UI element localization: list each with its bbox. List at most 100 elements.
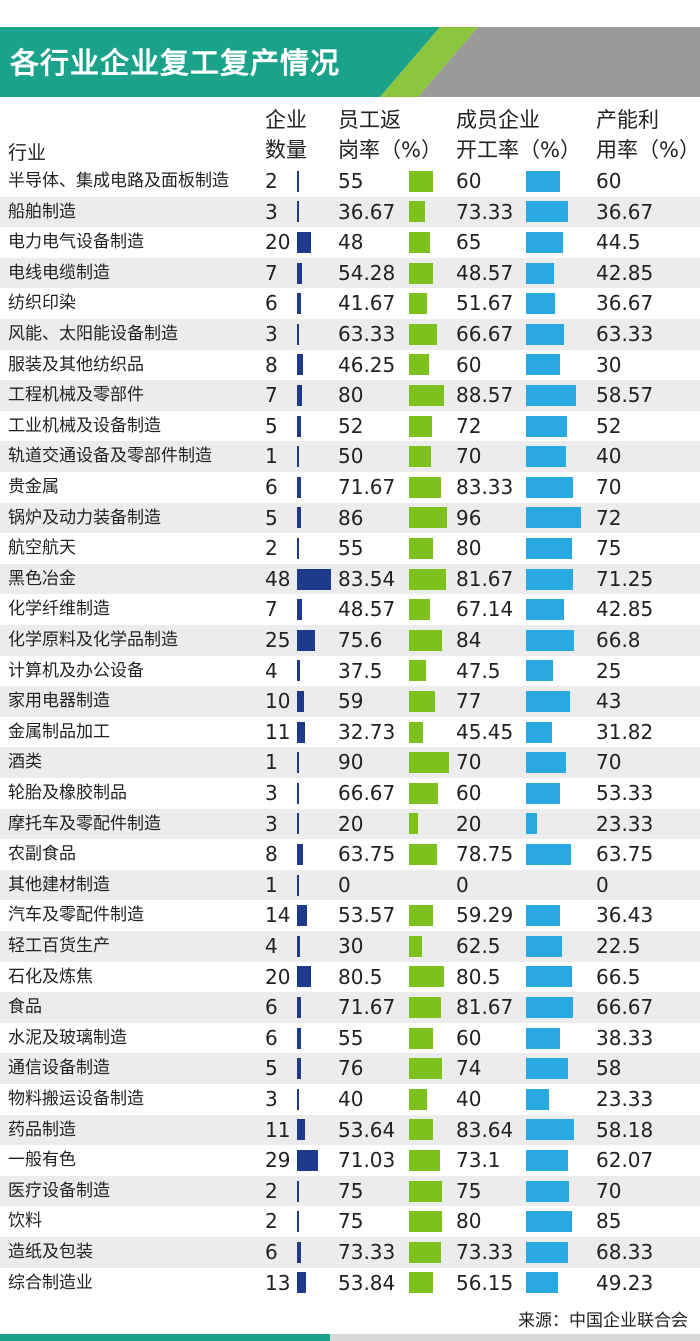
return-rate-bar <box>409 1149 441 1171</box>
industry-name: 服装及其他纺织品 <box>8 354 144 375</box>
capacity-value: 36.67 <box>596 291 654 316</box>
count-bar <box>297 1058 301 1080</box>
capacity-value: 22.5 <box>596 934 641 958</box>
industry-name: 医疗设备制造 <box>8 1180 110 1201</box>
company-count: 10 <box>265 689 291 714</box>
table-row: 汽车及零配件制造 14 53.57 59.29 36.43 <box>0 900 700 931</box>
header-capacity-line1: 产能利 <box>596 108 659 132</box>
company-count: 6 <box>265 1240 278 1264</box>
banner-teal-band <box>0 27 440 97</box>
industry-name: 贵金属 <box>8 477 59 497</box>
capacity-value: 70 <box>596 1178 622 1203</box>
capacity-value: 53.33 <box>596 781 654 805</box>
return-rate-value: 37.5 <box>338 658 383 683</box>
capacity-value: 66.5 <box>596 964 641 989</box>
start-rate-bar <box>526 262 554 284</box>
company-count: 20 <box>265 230 291 255</box>
return-rate-value: 83.54 <box>338 566 396 591</box>
header-return-line1: 员工返 <box>338 108 401 132</box>
return-rate-value: 71.03 <box>338 1148 396 1173</box>
start-rate-bar <box>526 690 570 712</box>
start-rate-value: 72 <box>456 413 482 438</box>
count-bar <box>297 874 299 896</box>
count-bar <box>297 446 299 468</box>
return-rate-value: 55 <box>338 536 364 561</box>
start-rate-bar <box>526 446 566 468</box>
company-count: 6 <box>265 291 278 316</box>
company-count: 3 <box>265 811 278 836</box>
table-row: 船舶制造 3 36.67 73.33 36.67 <box>0 196 700 228</box>
start-rate-value: 59.29 <box>456 903 514 928</box>
industry-name: 黑色冶金 <box>8 568 76 589</box>
start-rate-value: 47.5 <box>456 658 501 683</box>
table-row: 摩托车及零配件制造 3 20 20 23.33 <box>0 808 700 840</box>
count-bar <box>297 966 312 988</box>
start-rate-bar <box>526 1180 569 1202</box>
footer-gray <box>330 1334 700 1341</box>
start-rate-bar <box>526 1272 558 1294</box>
return-rate-value: 53.84 <box>338 1270 396 1295</box>
return-rate-value: 80 <box>338 383 364 408</box>
table-row: 化学纤维制造 7 48.57 67.14 42.85 <box>0 594 700 625</box>
capacity-value: 36.67 <box>596 199 654 224</box>
count-bar <box>297 1027 302 1049</box>
count-bar <box>297 262 302 284</box>
table-row: 工程机械及零部件 7 80 88.57 58.57 <box>0 380 700 411</box>
title-banner: 各行业企业复工复产情况 <box>0 0 700 100</box>
company-count: 14 <box>265 903 291 928</box>
industry-name: 物料搬运设备制造 <box>8 1089 144 1109</box>
header-start-line2: 开工率（%） <box>456 138 581 162</box>
start-rate-bar <box>526 231 564 253</box>
capacity-value: 62.07 <box>596 1148 654 1173</box>
company-count: 2 <box>265 1209 278 1234</box>
start-rate-bar <box>526 1027 561 1049</box>
start-rate-bar <box>526 323 564 345</box>
company-count: 3 <box>265 1087 278 1111</box>
start-rate-bar <box>526 843 571 865</box>
start-rate-value: 45.45 <box>456 719 514 744</box>
return-rate-bar <box>409 1027 434 1049</box>
count-bar <box>297 690 305 712</box>
capacity-value: 36.43 <box>596 903 654 928</box>
return-rate-bar <box>409 599 431 621</box>
start-rate-value: 77 <box>456 689 482 714</box>
capacity-value: 58.57 <box>596 383 654 408</box>
footer-teal <box>0 1334 330 1341</box>
table-row: 石化及炼焦 20 80.5 80.5 66.5 <box>0 962 700 993</box>
start-rate-value: 66.67 <box>456 322 514 346</box>
return-rate-bar <box>409 1180 442 1202</box>
industry-name: 药品制造 <box>8 1119 76 1140</box>
table-row: 金属制品加工 11 32.73 45.45 31.82 <box>0 717 700 748</box>
return-rate-bar <box>409 752 449 774</box>
company-count: 2 <box>265 536 278 561</box>
banner-graphic <box>0 27 700 97</box>
start-rate-value: 70 <box>456 444 482 469</box>
company-count: 11 <box>265 1117 291 1142</box>
return-rate-bar <box>409 231 431 253</box>
start-rate-value: 56.15 <box>456 1270 514 1295</box>
return-rate-value: 0 <box>338 872 351 897</box>
start-rate-bar <box>526 660 554 682</box>
count-bar <box>297 568 331 590</box>
start-rate-value: 74 <box>456 1056 482 1081</box>
return-rate-bar <box>409 476 441 498</box>
start-rate-bar <box>526 752 566 774</box>
start-rate-value: 60 <box>456 352 482 377</box>
capacity-value: 0 <box>596 872 609 897</box>
return-rate-value: 59 <box>338 689 364 714</box>
return-rate-value: 36.67 <box>338 199 396 224</box>
start-rate-bar <box>526 629 574 651</box>
company-count: 5 <box>265 413 278 438</box>
company-count: 8 <box>265 842 278 867</box>
count-bar <box>297 996 302 1018</box>
company-count: 5 <box>265 1056 278 1081</box>
return-rate-bar <box>409 966 445 988</box>
start-rate-value: 70 <box>456 750 482 775</box>
count-bar <box>297 752 299 774</box>
start-rate-bar <box>526 537 572 559</box>
return-rate-value: 63.75 <box>338 842 396 867</box>
capacity-value: 58.18 <box>596 1117 654 1142</box>
return-rate-value: 41.67 <box>338 291 396 316</box>
capacity-value: 66.67 <box>596 995 654 1020</box>
table-row: 电力电气设备制造 20 48 65 44.5 <box>0 227 700 258</box>
